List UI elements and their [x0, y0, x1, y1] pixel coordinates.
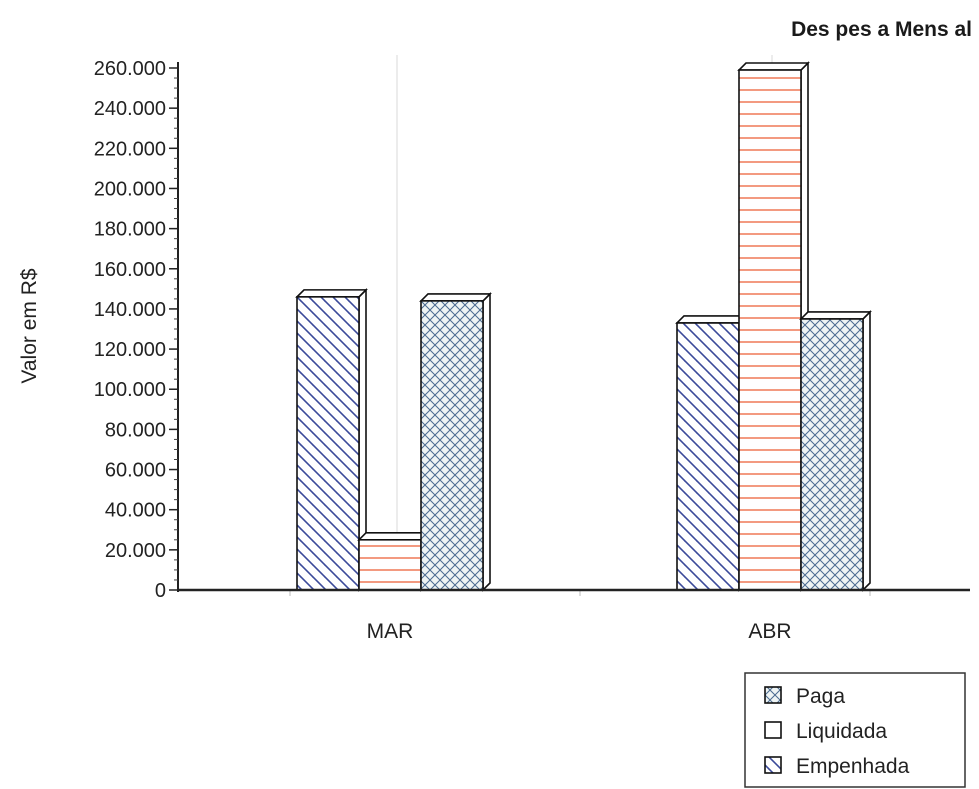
- legend-swatch-empenhada: [764, 756, 782, 774]
- y-tick-label: 160.000: [94, 259, 166, 281]
- chart-title: Des pes a Mens al: [791, 18, 972, 41]
- y-tick-label: 220.000: [94, 138, 166, 160]
- bar-abr-empenhada: [800, 318, 864, 591]
- bar-side: [862, 310, 871, 592]
- legend-label-empenhada: Empenhada: [796, 755, 910, 778]
- y-tick-label: 60.000: [105, 460, 166, 482]
- legend: Paga Liquidada Empenhada: [744, 672, 966, 788]
- y-tick-label: 180.000: [94, 219, 166, 241]
- bar-top: [675, 315, 748, 324]
- y-axis-label: Valor em R$: [18, 268, 41, 383]
- bar-side: [482, 291, 491, 592]
- bar-abr-paga: [676, 322, 740, 591]
- y-tick-label: 100.000: [94, 379, 166, 401]
- bar-abr-liquidada: [738, 69, 802, 591]
- y-tick-label: 20.000: [105, 540, 166, 562]
- bar-top: [419, 293, 492, 302]
- x-tick-label: MAR: [367, 620, 414, 643]
- x-axis: MAR ABR: [367, 620, 792, 643]
- y-tick-label: 140.000: [94, 299, 166, 321]
- legend-label-liquidada: Liquidada: [796, 720, 887, 743]
- plot-area: [178, 55, 970, 596]
- y-tick-label: 200.000: [94, 178, 166, 200]
- x-tick-label: ABR: [748, 620, 791, 643]
- bar-top: [799, 311, 872, 320]
- bar-mar-empenhada: [420, 300, 484, 591]
- y-tick-label: 40.000: [105, 500, 166, 522]
- legend-label-paga: Paga: [796, 685, 845, 708]
- bar-mar-liquidada: [358, 539, 422, 591]
- y-tick-label: 120.000: [94, 339, 166, 361]
- legend-swatch-paga: [764, 686, 782, 704]
- y-tick-label: 0: [155, 580, 166, 602]
- bar-mar-paga: [296, 296, 360, 591]
- y-tick-label: 260.000: [94, 58, 166, 80]
- y-axis: 0 20.000 40.000 60.000 80.000 100.000 120.000 1…: [94, 58, 179, 602]
- y-tick-label: 80.000: [105, 419, 166, 441]
- bar-top: [357, 532, 430, 541]
- legend-swatch-liquidada: [764, 721, 782, 739]
- bar-top: [737, 62, 810, 71]
- bar-top: [295, 289, 368, 298]
- y-tick-label: 240.000: [94, 98, 166, 120]
